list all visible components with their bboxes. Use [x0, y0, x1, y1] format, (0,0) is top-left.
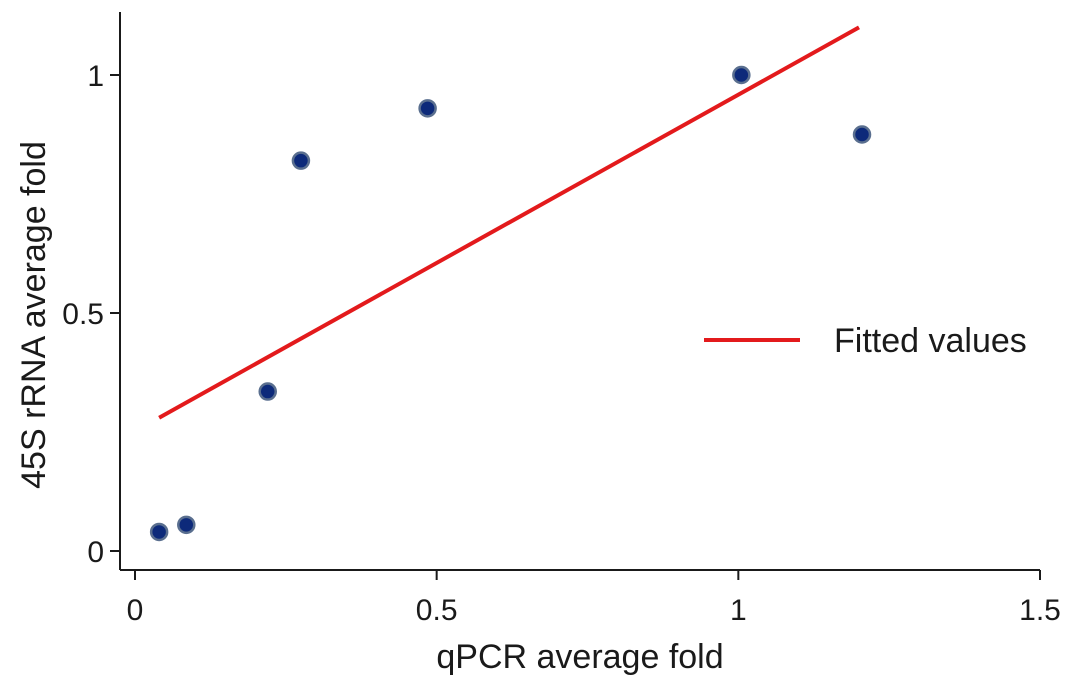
data-point — [149, 522, 169, 542]
axes: 0 0.5 1 0 0.5 1 1.5 — [62, 12, 1061, 627]
x-axis-title: qPCR average fold — [436, 638, 723, 676]
data-point — [852, 125, 872, 144]
x-tick-label: 1 — [730, 594, 747, 627]
data-point — [258, 382, 277, 401]
data-point — [177, 515, 196, 535]
data-point — [418, 99, 437, 118]
fitted-line — [158, 25, 860, 420]
legend-label: Fitted values — [834, 322, 1027, 360]
data-point — [732, 65, 751, 85]
fit-line-layer — [158, 25, 860, 420]
points-layer — [149, 65, 872, 542]
x-tick-label: 0 — [127, 594, 144, 627]
x-tick-label: 0.5 — [416, 594, 458, 627]
y-tick-label: 0 — [87, 536, 104, 569]
data-point — [291, 151, 311, 170]
y-tick-label: 0.5 — [62, 298, 104, 331]
legend: Fitted values — [704, 322, 1027, 360]
y-tick-label: 1 — [87, 60, 104, 93]
y-axis-title: 45S rRNA average fold — [15, 141, 53, 489]
x-tick-label: 1.5 — [1019, 594, 1061, 627]
